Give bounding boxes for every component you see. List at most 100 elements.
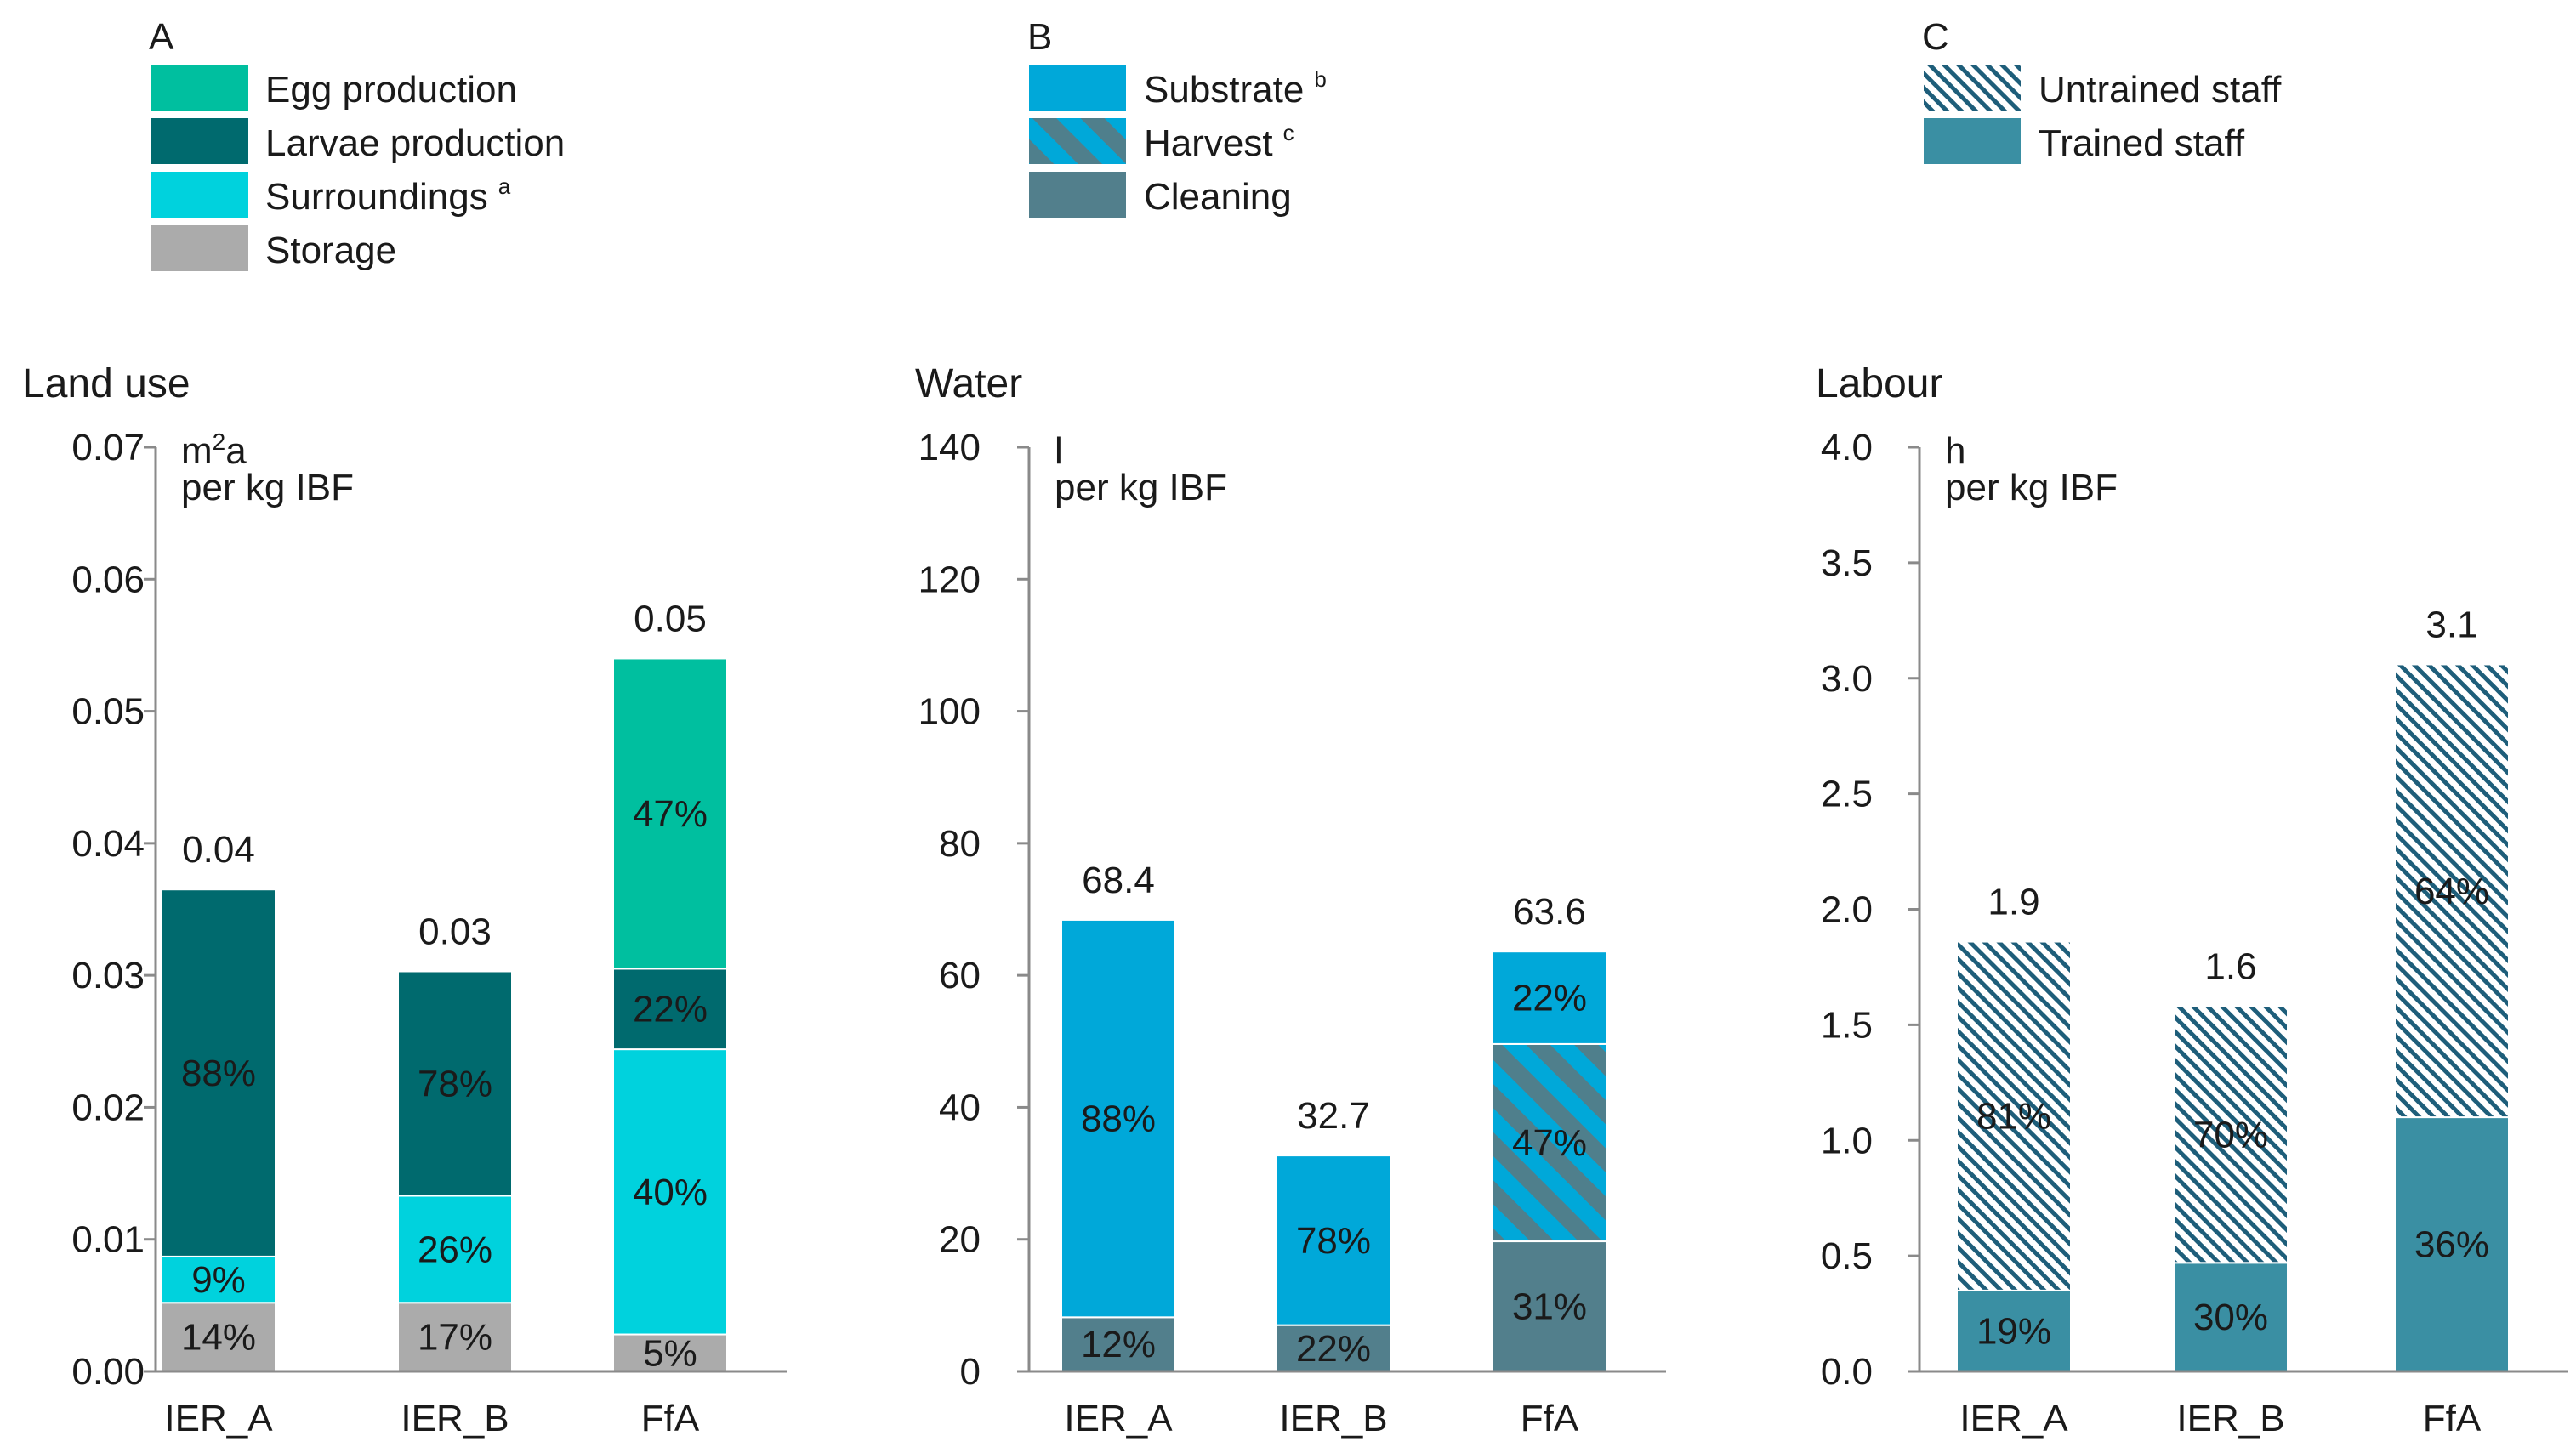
y-tick-label: 0.04	[71, 823, 145, 865]
segment-percent-label: 19%	[1976, 1310, 2051, 1352]
legend-label-surroundings: Surroundings a	[265, 173, 511, 218]
y-tick-label: 3.5	[1821, 542, 1873, 584]
bar-total-label: 32.7	[1297, 1095, 1370, 1137]
legend-b-entry-cleaning: Cleaning	[1029, 172, 1292, 218]
segment-percent-label: 31%	[1512, 1286, 1587, 1328]
segment-percent-label: 30%	[2193, 1297, 2268, 1338]
unit-label-line2: per kg IBF	[181, 467, 354, 508]
legend-swatch-untrained	[1924, 65, 2021, 111]
legend-b-entry-substrate: Substrate b	[1029, 65, 1327, 111]
bar-segment-trained	[2394, 1116, 2510, 1372]
y-tick-label: 0.01	[71, 1219, 145, 1261]
bar-total-label: 1.9	[1987, 882, 2039, 923]
x-category-label: IER_A	[1959, 1398, 2068, 1439]
segment-percent-label: 78%	[1296, 1220, 1371, 1262]
y-tick-label: 3.0	[1821, 658, 1873, 700]
segment-percent-label: 9%	[191, 1259, 246, 1301]
chart-title: Labour	[1816, 361, 1942, 406]
legend-swatch-larvae	[151, 118, 248, 164]
segment-percent-label: 88%	[181, 1053, 256, 1094]
segment-percent-label: 40%	[633, 1172, 708, 1213]
y-tick-label: 1.0	[1821, 1120, 1873, 1161]
legend-a-entry-larvae: Larvae production	[151, 118, 565, 164]
bar-total-label: 0.05	[634, 598, 707, 639]
y-tick-label: 140	[918, 427, 981, 468]
legend-label-trained: Trained staff	[2039, 122, 2245, 164]
segment-percent-label: 70%	[2193, 1114, 2268, 1155]
legend-swatch-surroundings	[151, 172, 248, 218]
bar-segment-storage	[161, 1302, 276, 1373]
chart-title: Water	[915, 361, 1022, 406]
y-tick-label: 0.05	[71, 691, 145, 733]
bar-segment-substrate	[1061, 918, 1176, 1319]
x-category-label: FfA	[2423, 1398, 2482, 1439]
y-tick-label: 0.02	[71, 1087, 145, 1128]
legend-a: A Egg production Larvae production Surro…	[149, 16, 565, 271]
x-category-label: IER_B	[1279, 1398, 1387, 1439]
segment-percent-label: 22%	[1296, 1328, 1371, 1370]
bar-segment-trained	[1956, 1289, 2072, 1372]
bar-segment-surroundings	[161, 1255, 276, 1304]
bar-segment-larvae	[397, 970, 513, 1197]
legend-label-untrained: Untrained staff	[2039, 69, 2282, 111]
y-tick-label: 2.5	[1821, 774, 1873, 815]
legend-swatch-cleaning	[1029, 172, 1126, 218]
bar-total-label: 3.1	[2425, 604, 2477, 645]
legend-c-entry-untrained: Untrained staff	[1924, 65, 2282, 111]
segment-percent-label: 22%	[1512, 978, 1587, 1019]
y-tick-label: 1.5	[1821, 1004, 1873, 1046]
bar-segment-untrained	[1956, 940, 2072, 1291]
y-tick-label: 0.03	[71, 955, 145, 996]
segment-percent-label: 64%	[2414, 871, 2489, 912]
legend-label-egg: Egg production	[265, 69, 517, 111]
x-category-label: FfA	[641, 1398, 700, 1439]
legend-label-larvae: Larvae production	[265, 122, 565, 164]
y-tick-label: 100	[918, 691, 981, 733]
bar-total-label: 0.03	[418, 911, 492, 952]
legend-label-harvest: Harvest c	[1144, 120, 1294, 164]
legend-swatch-trained	[1924, 118, 2021, 164]
y-tick-label: 0	[960, 1351, 981, 1393]
x-category-label: IER_B	[2176, 1398, 2284, 1439]
legend-a-entry-storage: Storage	[151, 225, 396, 271]
segment-percent-label: 81%	[1976, 1096, 2051, 1138]
x-category-label: IER_A	[164, 1398, 273, 1439]
bar-segment-substrate	[1276, 1155, 1391, 1326]
bar-segment-substrate	[1492, 951, 1607, 1045]
chart-title: Land use	[22, 361, 190, 406]
y-tick-label: 0.07	[71, 427, 145, 468]
legend-c-letter: C	[1922, 16, 1949, 58]
segment-percent-label: 88%	[1081, 1098, 1156, 1140]
legend-swatch-egg	[151, 65, 248, 111]
bar-total-label: 0.04	[182, 829, 255, 871]
legend-b: B Substrate b Harvest c Cleaning	[1027, 16, 1327, 218]
y-tick-label: 0.06	[71, 559, 145, 600]
bar-segment-larvae	[161, 888, 276, 1257]
segment-percent-label: 78%	[418, 1063, 492, 1104]
bar-segment-surroundings	[612, 1048, 728, 1336]
segment-percent-label: 14%	[181, 1317, 256, 1359]
bar-total-label: 68.4	[1082, 860, 1155, 901]
segment-percent-label: 26%	[418, 1229, 492, 1270]
legend-swatch-storage	[151, 225, 248, 271]
y-tick-label: 20	[939, 1219, 981, 1261]
legend-b-letter: B	[1027, 16, 1052, 58]
bar-segment-cleaning	[1061, 1316, 1176, 1373]
unit-label-line2: per kg IBF	[1055, 467, 1227, 508]
x-category-label: FfA	[1521, 1398, 1579, 1439]
legend-a-letter: A	[149, 16, 174, 58]
bar-segment-harvest	[1492, 1042, 1607, 1243]
x-category-label: IER_A	[1064, 1398, 1173, 1439]
bar-total-label: 63.6	[1513, 891, 1586, 933]
segment-percent-label: 47%	[1512, 1122, 1587, 1164]
y-tick-label: 0.0	[1821, 1351, 1873, 1393]
legend-swatch-harvest	[1029, 118, 1126, 164]
y-tick-label: 120	[918, 559, 981, 600]
y-tick-label: 0.00	[71, 1351, 145, 1393]
segment-percent-label: 47%	[633, 793, 708, 835]
segment-percent-label: 17%	[418, 1317, 492, 1359]
y-tick-label: 40	[939, 1087, 981, 1128]
